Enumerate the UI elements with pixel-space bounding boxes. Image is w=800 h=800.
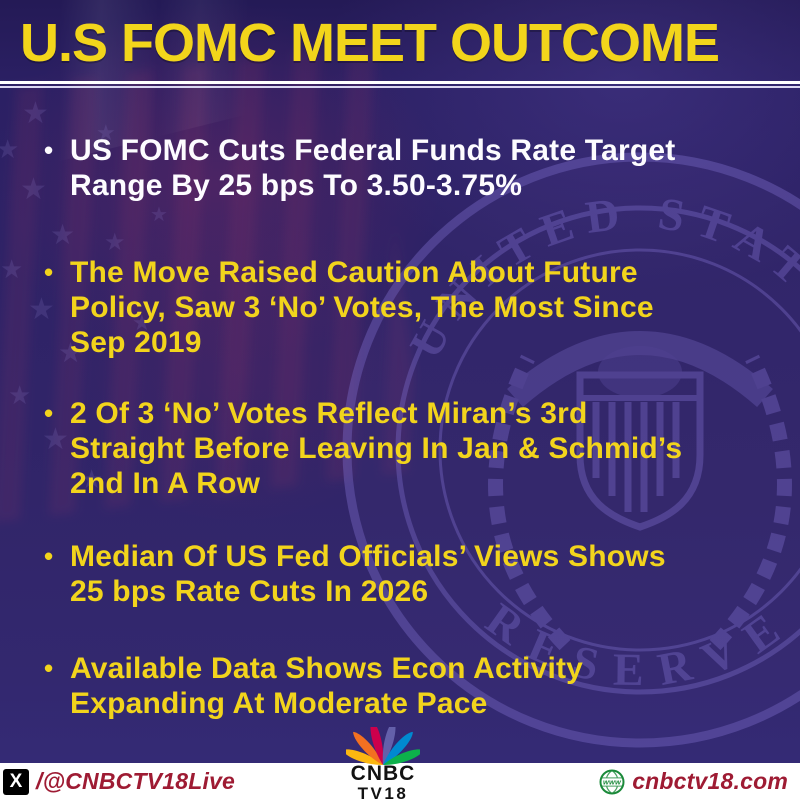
flag-star [20, 172, 47, 207]
flag-star [0, 254, 23, 285]
twitter-handle-link[interactable]: X /@CNBCTV18Live [3, 768, 235, 795]
bullet-item: • The Move Raised Caution About Future P… [44, 255, 744, 360]
globe-www-icon: www [599, 769, 625, 794]
page-title: U.S FOMC MEET OUTCOME [20, 13, 720, 73]
bullet-text: Median Of US Fed Officials’ Views Shows … [70, 540, 666, 608]
bullet-item: • US FOMC Cuts Federal Funds Rate Target… [44, 133, 744, 203]
twitter-handle-text: /@CNBCTV18Live [36, 768, 236, 794]
cnbc-tv18-logo: CNBC TV18 [318, 727, 448, 800]
federal-reserve-seal-watermark: UNITED STATES RESERVE [342, 152, 800, 748]
bullet-marker: • [44, 257, 54, 287]
bullet-item: • Available Data Shows Econ Activity Exp… [44, 651, 744, 721]
header-divider [0, 81, 800, 89]
footer-strip: X /@CNBCTV18Live www cnbctv18.com [0, 763, 800, 800]
bullet-marker: • [44, 398, 54, 428]
website-text: cnbctv18.com [632, 768, 788, 794]
flag-star [0, 134, 19, 165]
nbc-peacock-icon [346, 727, 420, 765]
website-link[interactable]: www cnbctv18.com [599, 768, 788, 795]
x-logo-icon: X [3, 768, 29, 795]
bullet-list: • US FOMC Cuts Federal Funds Rate Target… [44, 133, 744, 759]
bullet-text: Available Data Shows Econ Activity Expan… [70, 652, 584, 720]
bullet-text: 2 Of 3 ‘No’ Votes Reflect Miran’s 3rd St… [70, 397, 683, 500]
flag-star [8, 380, 31, 411]
bullet-marker: • [44, 541, 54, 571]
bullet-item: • Median Of US Fed Officials’ Views Show… [44, 539, 744, 609]
flag-star [22, 96, 49, 131]
bullet-text: US FOMC Cuts Federal Funds Rate Target R… [70, 134, 676, 202]
bullet-marker: • [44, 653, 54, 683]
globe-www-label: www [603, 777, 622, 786]
bullet-item: • 2 Of 3 ‘No’ Votes Reflect Miran’s 3rd … [44, 396, 744, 501]
tv18-logo-text: TV18 [357, 784, 409, 800]
bullet-marker: • [44, 135, 54, 165]
cnbc-logo-text: CNBC [350, 762, 416, 785]
bullet-text: The Move Raised Caution About Future Pol… [70, 256, 654, 359]
